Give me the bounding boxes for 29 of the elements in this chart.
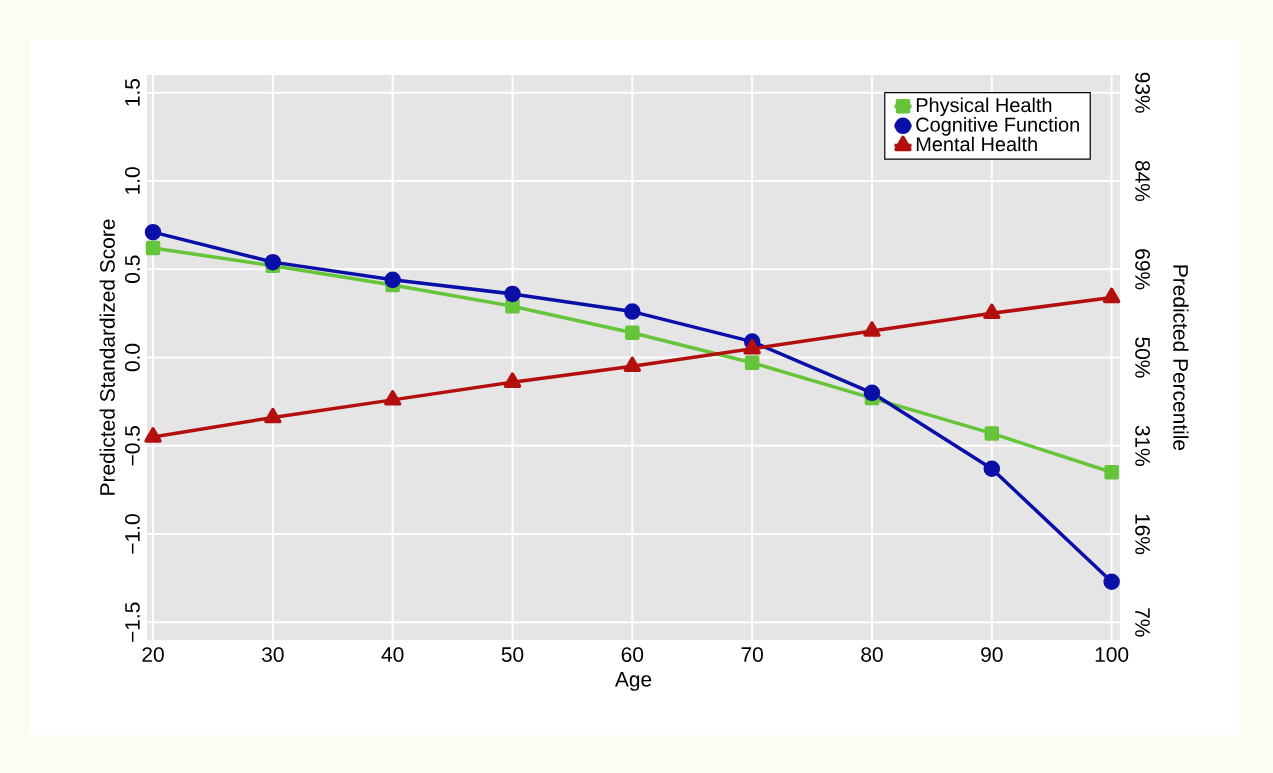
legend-label: Physical Health: [916, 97, 1052, 117]
x-tick-label: 70: [741, 647, 763, 662]
x-tick-label: 60: [621, 647, 644, 662]
y-tick-label: 1.0: [125, 167, 140, 194]
y-tick-label: −1.5: [125, 602, 140, 642]
y-tick-label: −0.5: [125, 426, 140, 466]
y2-axis-title: Predicted Percentile: [1173, 265, 1189, 451]
text: 31%: [1135, 425, 1150, 466]
x-axis-title: Age: [614, 672, 652, 691]
text: 84%: [1135, 160, 1150, 202]
text: 93%: [1135, 72, 1150, 113]
x-tick-label: 80: [861, 647, 883, 662]
x-tick-label: 100: [1095, 647, 1129, 662]
x-tick-label: 40: [381, 647, 404, 662]
y-tick-label: 1.5: [125, 78, 140, 106]
x-tick-label: 90: [981, 647, 1003, 662]
y-tick-label: 0.0: [125, 343, 140, 372]
x-tick-label: 50: [501, 647, 524, 662]
text: 69%: [1135, 249, 1150, 290]
y-tick-label: −1.0: [125, 514, 140, 554]
y-axis-title: Predicted Standardized Score: [99, 219, 115, 495]
legend-label: Cognitive Function: [916, 117, 1079, 136]
x-tick-label: 20: [142, 647, 164, 662]
text: 7%: [1135, 608, 1150, 637]
text: 50%: [1135, 337, 1150, 378]
text: 16%: [1135, 514, 1150, 555]
x-tick-label: 30: [261, 647, 284, 662]
y-tick-label: 0.5: [125, 255, 140, 283]
legend-label: Mental Health: [916, 136, 1037, 152]
